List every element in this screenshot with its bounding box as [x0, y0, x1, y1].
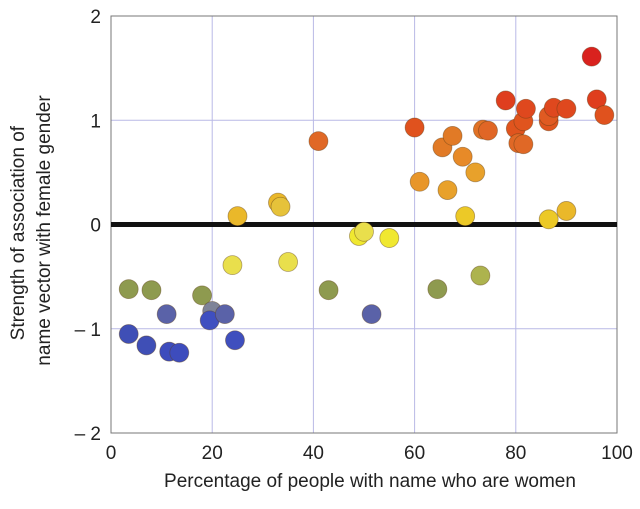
data-point — [225, 330, 245, 351]
x-tick-label: 0 — [106, 443, 117, 464]
data-point — [437, 180, 458, 200]
y-axis-label: Strength of association of name vector w… — [8, 95, 55, 366]
data-point — [318, 280, 339, 301]
y-axis-label-line-1: Strength of association of — [8, 125, 29, 340]
data-point — [270, 196, 291, 217]
data-point — [427, 279, 448, 300]
data-point — [581, 46, 602, 67]
data-point — [455, 206, 476, 227]
data-point — [136, 335, 157, 356]
y-axis-label-line-2: name vector with female gender — [34, 95, 55, 366]
y-tick-label: – 1 — [75, 320, 101, 341]
x-tick-label: 80 — [505, 443, 526, 464]
data-point — [308, 131, 329, 152]
data-point — [222, 255, 243, 276]
data-point — [586, 89, 607, 110]
data-point — [452, 146, 473, 167]
x-tick-label: 60 — [404, 443, 425, 464]
x-axis-label: Percentage of people with name who are w… — [164, 471, 576, 492]
data-point — [409, 171, 430, 192]
data-point — [227, 206, 248, 227]
data-point — [470, 265, 491, 286]
x-tick-label: 100 — [601, 443, 633, 464]
data-point — [465, 162, 486, 183]
data-point — [141, 280, 162, 301]
data-point — [361, 304, 382, 325]
data-point — [404, 117, 425, 138]
data-point — [379, 228, 400, 248]
data-point — [354, 221, 374, 242]
data-points — [118, 46, 615, 363]
data-point — [478, 120, 498, 141]
y-tick-label: 0 — [90, 216, 101, 237]
data-point — [192, 285, 212, 306]
data-point — [513, 134, 534, 155]
y-tick-label: 1 — [90, 111, 101, 132]
data-point — [556, 201, 577, 221]
data-point — [442, 125, 463, 146]
data-point — [516, 98, 536, 119]
tick-labels: 0 20 40 60 80 100 – 2 – 1 0 1 2 — [75, 7, 633, 464]
data-point — [156, 304, 177, 325]
x-tick-label: 40 — [303, 443, 324, 464]
y-tick-label: – 2 — [75, 424, 101, 445]
data-point — [556, 98, 577, 119]
data-point — [594, 105, 615, 125]
data-point — [538, 209, 559, 230]
data-point — [278, 252, 299, 272]
data-point — [118, 279, 139, 300]
data-point — [118, 324, 139, 344]
x-tick-label: 20 — [202, 443, 223, 464]
data-point — [169, 342, 190, 363]
data-point — [214, 304, 235, 325]
data-point — [495, 90, 516, 111]
y-tick-label: 2 — [90, 7, 101, 28]
